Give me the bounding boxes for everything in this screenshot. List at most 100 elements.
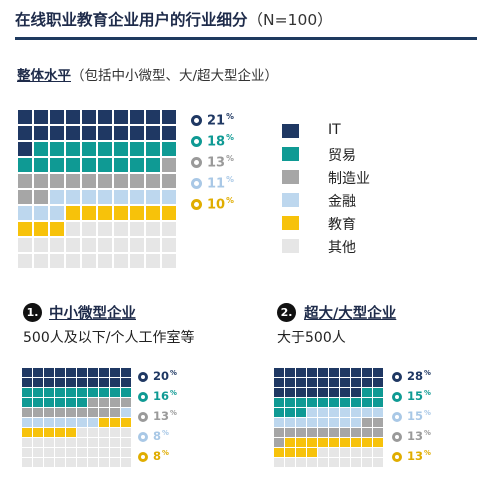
waffle-cell-其他	[318, 458, 328, 467]
waffle-cell-其他	[18, 254, 32, 268]
waffle-cell-IT	[110, 378, 120, 387]
waffle-cell-贸易	[340, 398, 350, 407]
waffle-cell-IT	[296, 368, 306, 377]
waffle-cell-其他	[99, 458, 109, 467]
waffle-cell-IT	[33, 378, 43, 387]
waffle-cell-IT	[34, 126, 48, 140]
waffle-cell-IT	[296, 388, 306, 397]
waffle-cell-其他	[373, 458, 383, 467]
percent-sign: %	[424, 449, 431, 458]
waffle-cell-教育	[329, 438, 339, 447]
waffle-cell-金融	[33, 418, 43, 427]
waffle-cell-教育	[66, 428, 76, 437]
waffle-cell-其他	[88, 438, 98, 447]
waffle-cell-教育	[146, 206, 160, 220]
waffle-cell-金融	[77, 418, 87, 427]
waffle-cell-制造业	[66, 408, 76, 417]
waffle-cell-其他	[77, 448, 87, 457]
waffle-cell-其他	[55, 458, 65, 467]
waffle-cell-金融	[50, 190, 64, 204]
small-enterprise-waffle-chart	[22, 368, 131, 467]
waffle-cell-IT	[66, 368, 76, 377]
waffle-cell-制造业	[50, 174, 64, 188]
waffle-cell-贸易	[82, 142, 96, 156]
legend-label-other: 其他	[328, 240, 356, 256]
percent-value: 13	[153, 409, 170, 423]
waffle-cell-制造业	[18, 190, 32, 204]
legend-swatch-other	[282, 239, 299, 253]
waffle-cell-其他	[44, 438, 54, 447]
donut-bullet-icon	[138, 451, 148, 462]
large-enterprise-desc: 大于500人	[277, 330, 346, 346]
waffle-cell-贸易	[351, 398, 361, 407]
waffle-cell-IT	[329, 388, 339, 397]
waffle-cell-IT	[44, 378, 54, 387]
waffle-cell-IT	[130, 126, 144, 140]
waffle-cell-IT	[340, 368, 350, 377]
waffle-cell-贸易	[114, 142, 128, 156]
waffle-cell-贸易	[88, 388, 98, 397]
waffle-cell-IT	[88, 368, 98, 377]
waffle-cell-教育	[114, 206, 128, 220]
waffle-cell-教育	[285, 448, 295, 457]
waffle-cell-IT	[285, 368, 295, 377]
percent-sign: %	[424, 409, 431, 418]
waffle-cell-贸易	[114, 158, 128, 172]
large-enterprise-waffle-chart	[274, 368, 383, 467]
waffle-cell-其他	[121, 428, 131, 437]
waffle-cell-制造业	[33, 408, 43, 417]
waffle-cell-贸易	[22, 388, 32, 397]
waffle-cell-IT	[22, 368, 32, 377]
waffle-cell-教育	[99, 418, 109, 427]
waffle-cell-贸易	[66, 158, 80, 172]
waffle-cell-其他	[50, 254, 64, 268]
percent-value: 10	[207, 197, 226, 213]
waffle-cell-制造业	[351, 428, 361, 437]
waffle-cell-IT	[351, 388, 361, 397]
waffle-cell-其他	[329, 458, 339, 467]
waffle-cell-IT	[362, 378, 372, 387]
waffle-cell-教育	[307, 438, 317, 447]
waffle-cell-其他	[99, 438, 109, 447]
waffle-cell-贸易	[130, 142, 144, 156]
waffle-cell-其他	[340, 458, 350, 467]
waffle-cell-制造业	[55, 408, 65, 417]
waffle-cell-教育	[55, 428, 65, 437]
waffle-cell-制造业	[130, 174, 144, 188]
waffle-cell-IT	[329, 368, 339, 377]
waffle-cell-贸易	[34, 158, 48, 172]
waffle-cell-贸易	[274, 398, 284, 407]
percent-label-金融: 8%	[138, 429, 169, 443]
waffle-cell-IT	[99, 368, 109, 377]
waffle-cell-其他	[34, 254, 48, 268]
waffle-cell-其他	[351, 448, 361, 457]
percent-value: 13	[207, 155, 226, 171]
waffle-cell-其他	[110, 438, 120, 447]
legend-swatch-manufacturing	[282, 170, 299, 184]
waffle-cell-IT	[50, 126, 64, 140]
waffle-cell-其他	[162, 254, 176, 268]
waffle-cell-其他	[66, 222, 80, 236]
waffle-cell-制造业	[66, 174, 80, 188]
legend-label-education: 教育	[328, 217, 356, 233]
waffle-cell-其他	[307, 458, 317, 467]
waffle-cell-其他	[114, 238, 128, 252]
waffle-cell-教育	[285, 438, 295, 447]
waffle-cell-其他	[22, 458, 32, 467]
legend-label-manufacturing: 制造业	[328, 171, 370, 187]
percent-value: 13	[407, 449, 424, 463]
percent-label-制造业: 13%	[191, 154, 234, 170]
waffle-cell-贸易	[77, 398, 87, 407]
waffle-cell-制造业	[146, 174, 160, 188]
waffle-cell-制造业	[99, 398, 109, 407]
waffle-cell-制造业	[34, 190, 48, 204]
waffle-cell-贸易	[373, 388, 383, 397]
waffle-cell-其他	[66, 238, 80, 252]
waffle-cell-金融	[55, 418, 65, 427]
waffle-cell-IT	[55, 378, 65, 387]
donut-bullet-icon	[138, 371, 148, 382]
waffle-cell-其他	[82, 222, 96, 236]
waffle-cell-其他	[33, 448, 43, 457]
waffle-cell-贸易	[98, 142, 112, 156]
waffle-cell-IT	[82, 126, 96, 140]
